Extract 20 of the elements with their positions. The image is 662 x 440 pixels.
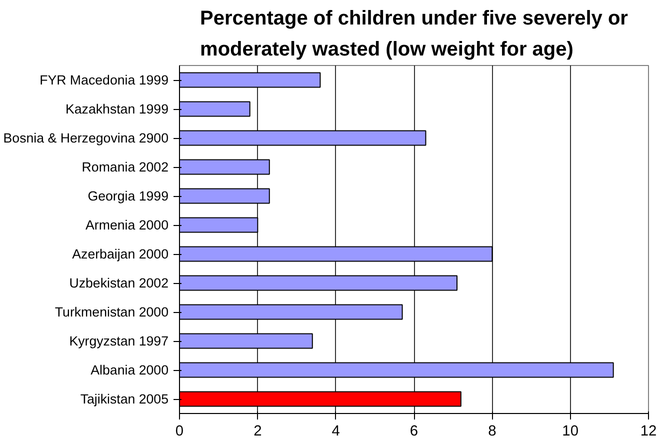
x-tick-label: 0 [175, 424, 184, 440]
y-tick-label: Turkmenistan 2000 [54, 304, 169, 320]
y-tick-label: FYR Macedonia 1999 [40, 72, 169, 88]
y-tick-label: Kyrgyzstan 1997 [69, 334, 169, 348]
y-tick-label: Uzbekistan 2002 [69, 276, 169, 290]
y-tick-label: Bosnia & Herzegovina 2900 [3, 130, 169, 146]
x-tick-label: 6 [410, 424, 418, 440]
y-tick-label: Armenia 2000 [86, 218, 168, 232]
y-tick-label: Albania 2000 [90, 362, 169, 378]
y-tick-label: Azerbaijan 2000 [72, 246, 169, 262]
x-tick-label: 10 [562, 424, 578, 440]
y-tick-label: Romania 2002 [82, 160, 169, 174]
x-tick-label: 12 [640, 424, 657, 440]
x-tick-label: 8 [488, 424, 496, 440]
y-tick-label: Kazakhstan 1999 [66, 102, 169, 116]
x-tick-label: 2 [254, 424, 262, 440]
y-tick-label: Tajikistan 2005 [80, 392, 169, 406]
y-tick-label: Georgia 1999 [88, 188, 169, 204]
x-tick-label: 4 [332, 424, 340, 440]
chart-title: Percentage of children under five severely or moderately wasted (low weight for age) [200, 8, 628, 60]
